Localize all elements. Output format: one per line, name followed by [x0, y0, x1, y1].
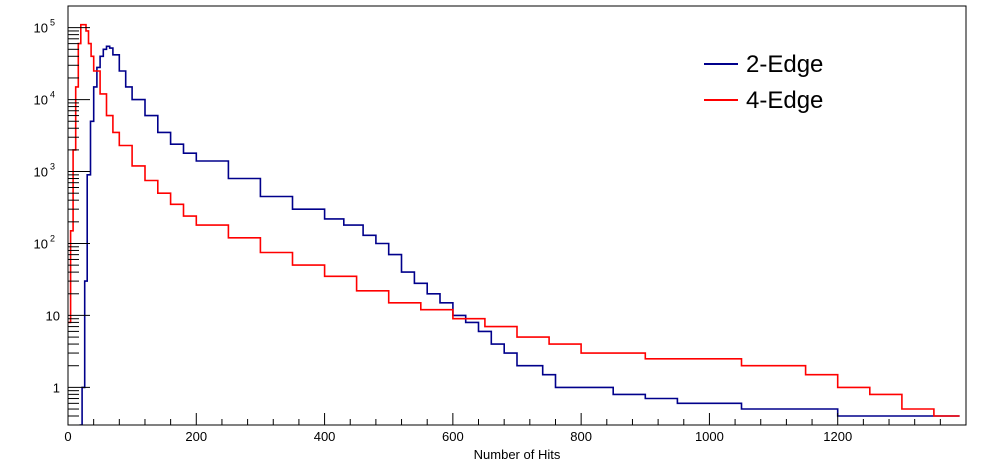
- series-line-4-edge: [68, 23, 960, 417]
- x-tick-label-1: 200: [185, 429, 207, 444]
- y-tick-label-2: 10: [34, 236, 48, 251]
- x-tick-label-0: 0: [64, 429, 71, 444]
- y-tick-exponent-5: 5: [50, 18, 55, 28]
- y-tick-exponent-4: 4: [50, 90, 55, 100]
- y-tick-label-5: 10: [34, 21, 48, 36]
- y-tick-label-4: 10: [34, 93, 48, 108]
- series-line-2-edge: [79, 45, 960, 425]
- x-tick-label-3: 600: [442, 429, 464, 444]
- x-tick-label-4: 800: [570, 429, 592, 444]
- x-tick-label-6: 1200: [823, 429, 852, 444]
- y-tick-exponent-2: 2: [50, 233, 55, 243]
- series-layer: [68, 23, 960, 425]
- x-tick-label-2: 400: [314, 429, 336, 444]
- y-tick-label-0: 1: [53, 380, 60, 395]
- plot-frame: [67, 5, 967, 426]
- x-axis-label: Number of Hits: [474, 447, 561, 462]
- y-tick-label-3: 10: [34, 165, 48, 180]
- y-tick-label-1: 10: [46, 308, 60, 323]
- x-tick-label-5: 1000: [695, 429, 724, 444]
- legend-label-4-edge: 4-Edge: [746, 87, 823, 114]
- y-tick-exponent-3: 3: [50, 162, 55, 172]
- legend-label-2-edge: 2-Edge: [746, 51, 823, 78]
- legend: 2-Edge 4-Edge: [704, 51, 823, 114]
